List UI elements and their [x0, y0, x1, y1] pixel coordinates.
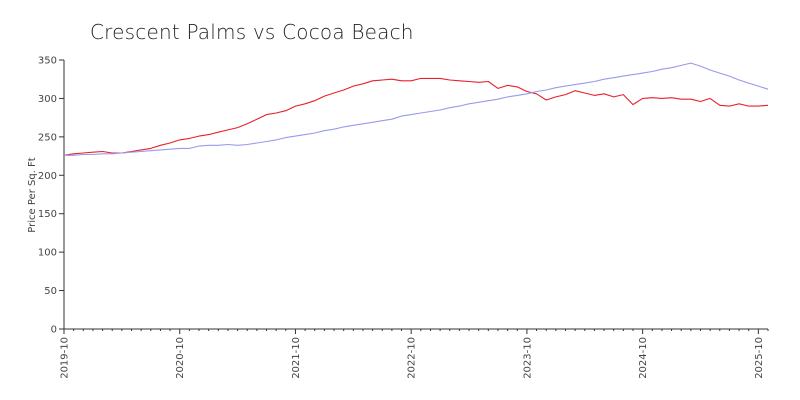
y-tick-label: 100	[38, 248, 57, 259]
x-tick-label: 2023-10	[522, 337, 533, 379]
y-axis-label: Price Per Sq. Ft	[27, 157, 38, 232]
y-tick-label: 250	[38, 132, 57, 143]
y-tick-label: 50	[44, 286, 57, 297]
series-layer	[63, 62, 769, 156]
series-line-1	[63, 77, 769, 156]
chart-title: Crescent Palms vs Cocoa Beach	[90, 20, 414, 44]
x-tick-label: 2021-10	[291, 337, 302, 379]
axes: 0 50 100 150 200 250 300 350 2019-10 2020-10 2021-…	[38, 56, 769, 379]
y-tick-label: 200	[38, 171, 57, 182]
y-tick-label: 300	[38, 94, 57, 105]
x-tick-label: 2024-10	[638, 337, 649, 379]
x-tick-label: 2025-10	[754, 337, 765, 379]
y-tick-label: 0	[51, 325, 57, 336]
x-tick-label: 2020-10	[175, 337, 186, 379]
y-tick-label: 350	[38, 56, 57, 67]
series-line-2	[64, 62, 769, 156]
x-tick-label: 2019-10	[60, 337, 71, 379]
y-tick-label: 150	[38, 209, 57, 220]
x-tick-label: 2022-10	[407, 337, 418, 379]
